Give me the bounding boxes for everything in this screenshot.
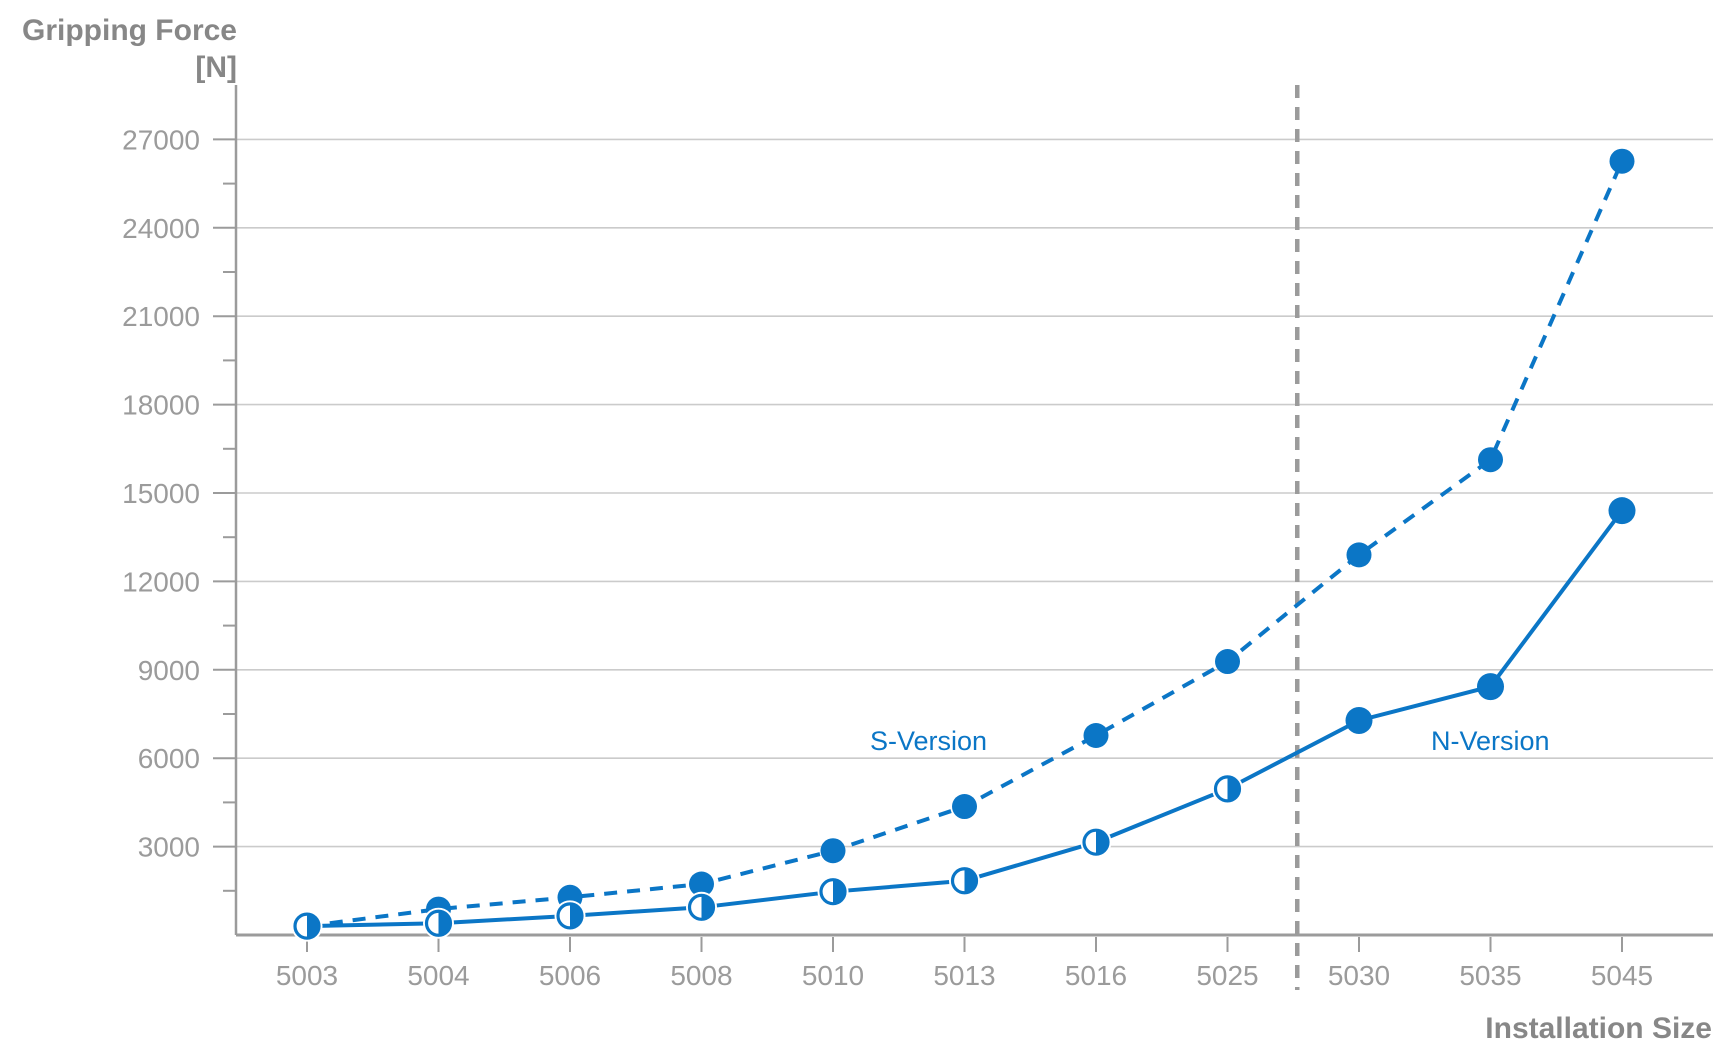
- s-version-point: [1346, 542, 1372, 568]
- x-tick-label: 5010: [802, 960, 864, 991]
- n-version-line: [306, 509, 1624, 929]
- y-tick-label: 3000: [138, 832, 200, 863]
- y-tick-label: 12000: [122, 566, 200, 597]
- x-tick-label: 5008: [670, 960, 732, 991]
- n-version-half-marker: [964, 868, 977, 893]
- s-version-point: [1083, 723, 1109, 749]
- y-axis-title: Gripping Force: [22, 14, 237, 47]
- n-version-half-marker: [1096, 830, 1108, 855]
- s-version-point: [820, 838, 846, 864]
- y-tick-label: 27000: [122, 124, 200, 155]
- x-tick-label: 5016: [1065, 960, 1127, 991]
- n-version-half-marker: [307, 914, 319, 939]
- s-version-label: S-Version: [870, 726, 987, 756]
- n-version-half-marker: [570, 903, 582, 928]
- s-version-point: [1215, 649, 1240, 675]
- y-axis-unit: [N]: [195, 51, 237, 84]
- n-version-point: [1212, 773, 1243, 805]
- n-version-point: [291, 910, 323, 942]
- x-tick-label: 5030: [1328, 960, 1390, 991]
- x-axis-title: Installation Size: [1485, 1012, 1712, 1045]
- s-version-point: [952, 794, 977, 820]
- y-tick-label: 9000: [138, 655, 200, 686]
- n-version-point: [1345, 706, 1373, 734]
- n-version-point: [1608, 497, 1636, 525]
- x-tick-label: 5045: [1591, 960, 1653, 991]
- s-version-point: [689, 871, 714, 897]
- s-version-point: [1609, 148, 1635, 174]
- n-version-point: [1080, 826, 1112, 858]
- n-version-point: [554, 900, 586, 932]
- y-tick-label: 15000: [122, 478, 200, 509]
- y-tick-label: 6000: [138, 743, 200, 774]
- n-version-point: [949, 865, 980, 897]
- n-version-half-marker: [833, 879, 845, 904]
- s-version-point: [1478, 447, 1503, 473]
- y-tick-label: 18000: [122, 390, 200, 421]
- x-tick-label: 5004: [407, 960, 469, 991]
- x-tick-label: 5013: [933, 960, 995, 991]
- x-tick-label: 5006: [539, 960, 601, 991]
- x-tick-label: 5003: [276, 960, 338, 991]
- n-version-half-marker: [701, 895, 714, 920]
- y-tick-label: 21000: [122, 301, 200, 332]
- n-version-half-marker: [1227, 776, 1240, 801]
- y-tick-label: 24000: [122, 213, 200, 244]
- n-version-point: [817, 876, 849, 908]
- n-version-point: [686, 891, 717, 923]
- n-version-label: N-Version: [1431, 726, 1550, 756]
- n-version-point: [1477, 673, 1504, 701]
- n-version-point: [423, 907, 454, 939]
- n-version-half-marker: [438, 911, 451, 936]
- x-tick-label: 5025: [1196, 960, 1258, 991]
- x-tick-label: 5035: [1459, 960, 1521, 991]
